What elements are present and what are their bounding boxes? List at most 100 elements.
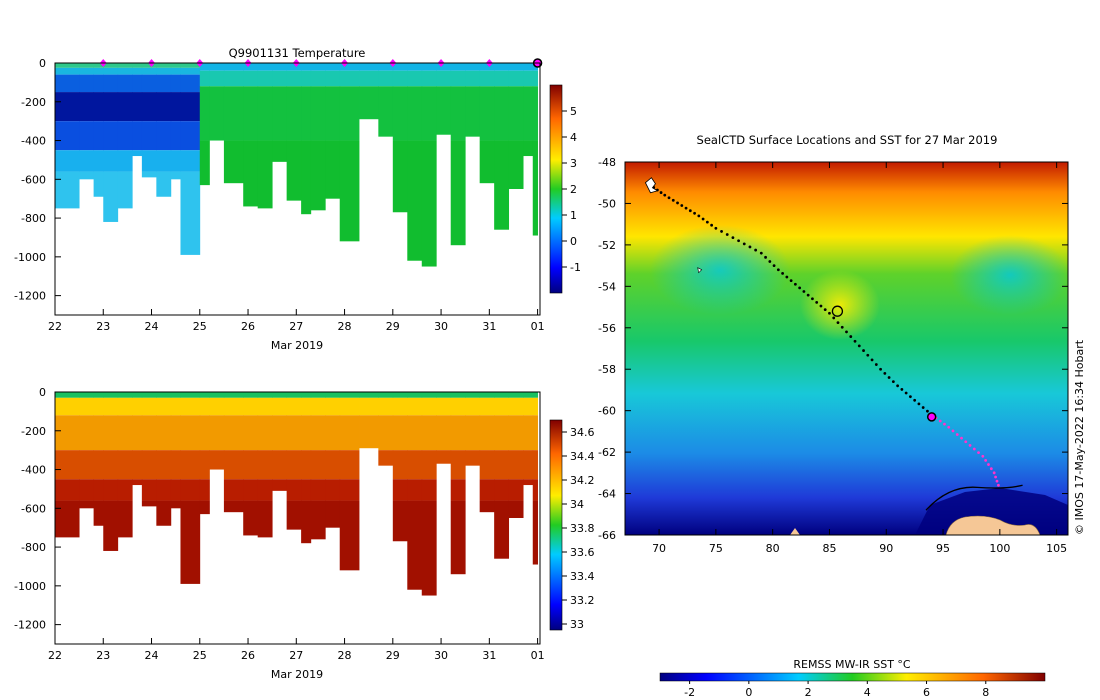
- y-tick-label: -800: [21, 212, 46, 225]
- colorbar-tick-label: 33.6: [570, 546, 595, 559]
- sst-colorbar-tick-label: 2: [805, 686, 812, 699]
- salinity-column: [170, 397, 181, 416]
- track-point: [701, 217, 705, 221]
- x-tick-label: 26: [241, 649, 255, 662]
- salinity-column: [339, 397, 360, 416]
- sst-colorbar-label: REMSS MW-IR SST °C: [793, 658, 911, 671]
- salinity-column: [494, 450, 510, 480]
- salinity-column: [209, 397, 225, 416]
- salinity-column: [170, 450, 181, 480]
- track-point: [663, 193, 667, 197]
- salinity-column: [55, 392, 80, 398]
- temperature-column: [325, 63, 341, 71]
- salinity-column: [532, 479, 538, 501]
- map-x-tick-label: 105: [1046, 542, 1067, 555]
- temperature-column: [103, 121, 119, 151]
- salinity-column: [55, 397, 80, 416]
- temperature-column: [532, 140, 538, 236]
- salinity-column: [223, 397, 244, 416]
- salinity-column: [79, 392, 95, 398]
- sst-colorbar-tick-label: 4: [864, 686, 871, 699]
- salinity-column: [272, 479, 288, 491]
- temperature-column: [436, 86, 452, 135]
- temperature-column: [170, 67, 181, 75]
- temperature-column: [156, 150, 172, 172]
- cool-patch: [950, 235, 1070, 315]
- temperature-column: [79, 67, 95, 75]
- temperature-column: [141, 74, 157, 93]
- salinity-column: [407, 397, 423, 416]
- salinity-column: [223, 392, 244, 398]
- temperature-column: [286, 70, 302, 87]
- temperature-column: [180, 171, 201, 255]
- x-tick-label: 01: [531, 649, 545, 662]
- track-point: [904, 391, 908, 395]
- salinity-column: [272, 450, 288, 480]
- salinity-column: [132, 415, 143, 451]
- temperature-column: [407, 140, 423, 261]
- salinity-axes: [54, 391, 541, 645]
- salinity-column: [103, 397, 119, 416]
- temperature-column: [407, 70, 423, 87]
- salinity-column: [243, 479, 259, 501]
- colorbar-tick-label: 33.2: [570, 594, 595, 607]
- salinity-column: [79, 500, 95, 509]
- colorbar-tick-label: 34.2: [570, 474, 595, 487]
- colorbar-tick-label: 34.6: [570, 426, 595, 439]
- temperature-column: [170, 171, 181, 180]
- y-tick-label: -400: [21, 464, 46, 477]
- salinity-column: [508, 415, 524, 451]
- temperature-column: [508, 70, 524, 87]
- temperature-column: [339, 86, 360, 141]
- colorbar-tick-label: 5: [570, 105, 577, 118]
- salinity-column: [55, 415, 80, 451]
- map-x-tick-label: 75: [709, 542, 723, 555]
- salinity-column: [272, 392, 288, 398]
- temperature-column: [286, 63, 302, 71]
- x-tick-label: 28: [338, 649, 352, 662]
- temperature-column: [272, 70, 288, 87]
- track-point: [659, 191, 663, 194]
- salinity-column: [339, 415, 360, 451]
- track-point: [697, 214, 701, 218]
- temperature-column: [170, 92, 181, 122]
- salinity-column: [359, 397, 379, 416]
- colorbar-tick-label: 4: [570, 131, 577, 144]
- temperature-column: [359, 86, 379, 120]
- map-y-tick-label: -56: [598, 322, 616, 335]
- temperature-column: [523, 140, 534, 157]
- salinity-column: [310, 479, 326, 501]
- temperature-column: [117, 121, 133, 151]
- sst-colorbar-tick-label: 8: [982, 686, 989, 699]
- map-y-tick-label: -50: [598, 197, 616, 210]
- salinity-column: [392, 500, 408, 542]
- temperature-column: [199, 140, 210, 186]
- salinity-column: [325, 397, 341, 416]
- salinity-column: [479, 415, 495, 451]
- salinity-column: [479, 450, 495, 480]
- salinity-column: [141, 479, 157, 501]
- temperature-column: [450, 140, 466, 246]
- temperature-column: [93, 171, 104, 197]
- temperature-column: [223, 86, 244, 141]
- map-x-tick-label: 95: [936, 542, 950, 555]
- salinity-column: [209, 392, 225, 398]
- track-point: [754, 248, 758, 252]
- x-tick-label: 31: [482, 320, 496, 333]
- salinity-column: [156, 500, 172, 526]
- track-point: [938, 419, 942, 423]
- temperature-column: [421, 63, 437, 71]
- temperature-column: [479, 70, 495, 87]
- temperature-column: [257, 63, 273, 71]
- x-tick-label: 25: [193, 320, 207, 333]
- temperature-column: [465, 86, 481, 137]
- temperature-column: [55, 63, 80, 68]
- temperature-column: [156, 92, 172, 122]
- salinity-column: [180, 397, 201, 416]
- sst-colorbar: [659, 672, 1046, 682]
- track-point: [891, 380, 895, 384]
- salinity-column: [310, 415, 326, 451]
- temperature-column: [479, 86, 495, 141]
- colorbar-tick-label: 33: [570, 618, 584, 631]
- track-point: [874, 363, 878, 366]
